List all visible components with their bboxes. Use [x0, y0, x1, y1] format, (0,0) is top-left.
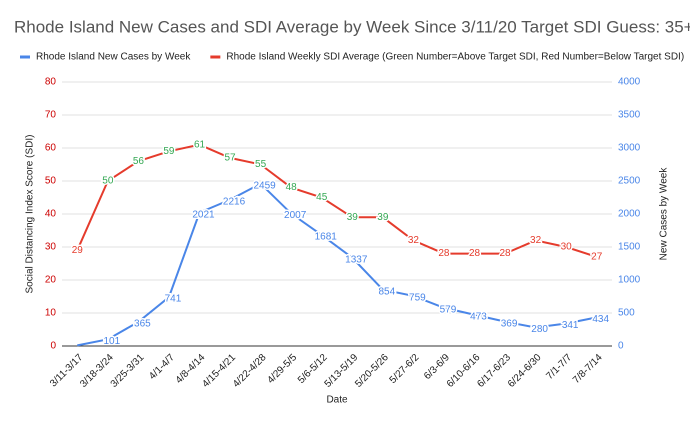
data-label: 101: [103, 336, 120, 347]
data-label: 27: [591, 252, 603, 263]
data-label: 854: [378, 286, 395, 297]
data-label: 57: [224, 153, 236, 164]
series-line: [77, 182, 597, 347]
data-label: 2216: [223, 196, 246, 207]
x-tick-label: 4/29-5/5: [265, 352, 299, 386]
y-tick-label: 10: [45, 308, 57, 319]
data-label: 30: [561, 242, 573, 253]
y-tick-label: 80: [45, 77, 57, 88]
data-label: 39: [377, 212, 389, 223]
data-label: 434: [592, 314, 609, 325]
y2-tick-label: 2000: [618, 209, 641, 220]
series-line: [76, 143, 598, 258]
y2-tick-label: 1500: [618, 242, 641, 253]
y-tick-label: 0: [50, 341, 56, 352]
y2-tick-label: 1000: [618, 275, 641, 286]
data-label: 473: [470, 311, 487, 322]
y-tick-label: 50: [45, 176, 57, 187]
data-label: 341: [562, 320, 579, 331]
data-label: 1681: [315, 232, 338, 243]
data-label: 28: [469, 248, 481, 259]
y-tick-label: 20: [45, 275, 57, 286]
data-label: 579: [440, 304, 457, 315]
x-tick-label: 5/27-6/2: [388, 352, 422, 386]
data-label: 28: [438, 248, 450, 259]
data-label: 59: [163, 146, 175, 157]
data-label: 365: [134, 319, 151, 330]
y2-axis-title: New Cases by Week: [659, 167, 670, 261]
y2-tick-label: 3500: [618, 110, 641, 121]
data-label: 1337: [345, 254, 368, 265]
y2-tick-label: 0: [618, 341, 624, 352]
chart-title: Rhode Island New Cases and SDI Average b…: [14, 17, 690, 36]
y2-tick-label: 3000: [618, 143, 641, 154]
data-label: 48: [286, 182, 298, 193]
x-axis-title: Date: [326, 395, 348, 406]
y2-tick-label: 500: [618, 308, 635, 319]
y-tick-label: 30: [45, 242, 57, 253]
data-label: 32: [408, 235, 420, 246]
data-label: 280: [531, 324, 548, 335]
data-label: 50: [102, 176, 114, 187]
x-tick-label: 7/1-7/7: [544, 352, 574, 382]
data-label: 28: [499, 248, 511, 259]
data-label: 2021: [192, 209, 215, 220]
data-label: 55: [255, 159, 267, 170]
y-axis-title: Social Distancing Index Score (SDI): [25, 135, 36, 294]
x-tick-label: 3/25-3/31: [109, 352, 147, 390]
y-tick-label: 40: [45, 209, 57, 220]
data-label: 369: [501, 318, 518, 329]
data-label: 39: [347, 212, 359, 223]
data-label: 45: [316, 192, 328, 203]
data-label: 2459: [253, 180, 276, 191]
y-tick-label: 60: [45, 143, 57, 154]
x-tick-label: 4/1-4/7: [147, 352, 177, 382]
data-label: 759: [409, 293, 426, 304]
y2-tick-label: 4000: [618, 77, 641, 88]
x-tick-label: 6/24-6/30: [506, 352, 544, 390]
data-label: 741: [165, 294, 182, 305]
data-label: 56: [133, 156, 145, 167]
x-tick-label: 6/3-6/9: [422, 352, 452, 382]
legend-label: Rhode Island New Cases by Week: [36, 52, 191, 63]
x-tick-label: 4/22-4/28: [231, 352, 269, 390]
data-label: 29: [72, 245, 84, 256]
x-tick-label: 5/20-5/26: [353, 352, 391, 390]
y2-tick-label: 2500: [618, 176, 641, 187]
data-label: 32: [530, 235, 542, 246]
x-tick-label: 7/8-7/14: [571, 352, 605, 386]
legend-label: Rhode Island Weekly SDI Average (Green N…: [226, 52, 684, 63]
data-label: 61: [194, 139, 206, 150]
y-tick-label: 70: [45, 110, 57, 121]
data-label: 2007: [284, 210, 307, 221]
